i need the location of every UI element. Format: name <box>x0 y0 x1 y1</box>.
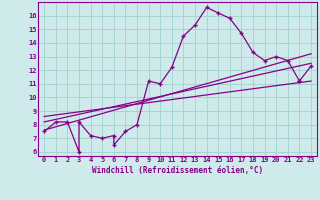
X-axis label: Windchill (Refroidissement éolien,°C): Windchill (Refroidissement éolien,°C) <box>92 166 263 175</box>
